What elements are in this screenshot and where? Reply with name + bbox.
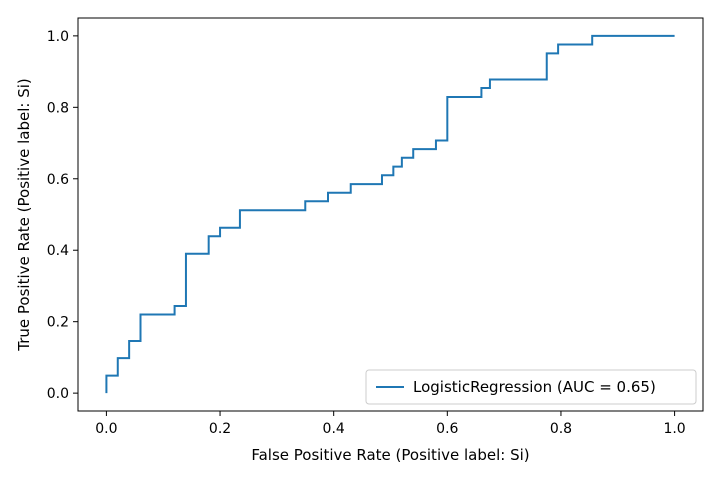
y-tick-label: 0.4 — [47, 243, 69, 259]
x-tick-label: 0.8 — [550, 421, 572, 437]
legend: LogisticRegression (AUC = 0.65) — [365, 369, 697, 405]
ticks-layer: 0.0 0.2 0.4 0.6 0.8 1.0 0.0 0.2 0.4 0.6 0.8 1.0 — [47, 29, 686, 437]
x-axis-label: False Positive Rate (Positive label: Si) — [251, 446, 529, 464]
y-axis-label: True Positive Rate (Positive label: Si) — [15, 78, 33, 351]
y-tick-label: 0.2 — [47, 315, 69, 331]
x-tick-label: 0.0 — [95, 421, 117, 437]
legend-box — [365, 369, 697, 405]
plot-layer — [105, 34, 675, 394]
y-tick-label: 0.6 — [47, 172, 69, 188]
x-tick-label: 0.4 — [323, 421, 345, 437]
axes-frame — [77, 17, 704, 412]
y-tick-label: 1.0 — [47, 29, 69, 45]
roc-curve-line — [105, 34, 675, 394]
x-tick-label: 1.0 — [663, 421, 685, 437]
y-tick-label: 0.0 — [47, 386, 69, 402]
y-tick-label: 0.8 — [47, 100, 69, 116]
legend-entry: LogisticRegression (AUC = 0.65) — [413, 378, 656, 396]
x-tick-label: 0.2 — [209, 421, 231, 437]
x-tick-label: 0.6 — [436, 421, 458, 437]
